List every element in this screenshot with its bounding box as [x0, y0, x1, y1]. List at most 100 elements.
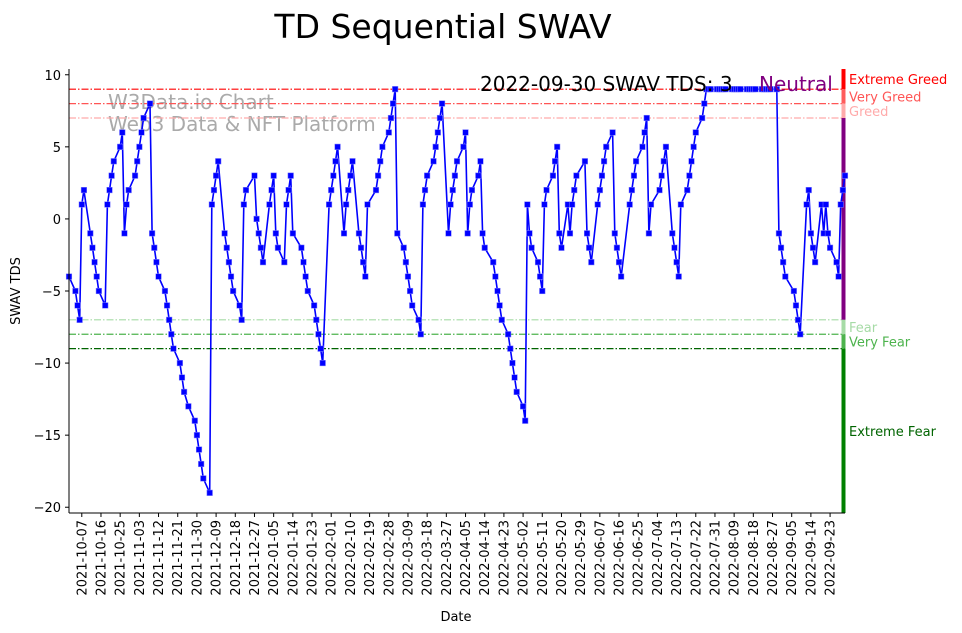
data-point-marker	[803, 201, 810, 208]
data-point-marker	[394, 230, 401, 237]
tds-series	[65, 86, 849, 496]
data-point-marker	[498, 316, 505, 323]
data-point-marker	[138, 129, 145, 136]
data-point-marker	[151, 244, 158, 251]
data-point-marker	[91, 259, 98, 266]
data-point-marker	[372, 187, 380, 194]
data-point-marker	[767, 86, 774, 93]
data-point-marker	[161, 287, 168, 295]
data-point-marker	[773, 86, 780, 93]
data-point-marker	[176, 360, 183, 367]
data-point-marker	[541, 201, 548, 208]
data-point-marker	[658, 172, 665, 179]
data-point-marker	[462, 129, 469, 136]
data-point-marker	[298, 244, 305, 251]
data-point-marker	[149, 230, 156, 237]
data-point-marker	[343, 201, 350, 208]
data-point-marker	[285, 187, 292, 194]
data-point-marker	[345, 187, 352, 194]
data-point-marker	[132, 172, 139, 179]
x-tick-label: 2021-10-07	[75, 520, 90, 596]
x-tick-label: 2022-09-14	[804, 520, 819, 596]
x-tick-label: 2022-09-05	[785, 520, 800, 596]
data-point-marker	[340, 230, 348, 237]
data-point-marker	[379, 143, 386, 150]
data-point-marker	[355, 230, 362, 237]
data-point-marker	[402, 259, 409, 266]
data-point-marker	[792, 302, 800, 309]
data-point-marker	[827, 244, 834, 251]
data-point-marker	[690, 143, 697, 150]
data-point-marker	[539, 287, 546, 295]
data-point-marker	[121, 230, 128, 237]
data-point-marker	[571, 187, 578, 194]
data-point-marker	[313, 316, 320, 323]
x-tick-label: 2022-05-29	[574, 520, 589, 596]
x-tick-label: 2022-03-09	[401, 520, 416, 596]
data-point-marker	[837, 201, 844, 208]
data-point-marker	[89, 244, 96, 251]
data-point-marker	[259, 259, 267, 266]
data-point-marker	[688, 158, 695, 165]
data-point-marker	[466, 201, 473, 208]
x-tick-label: 2022-08-27	[766, 520, 781, 596]
data-point-marker	[315, 331, 322, 338]
data-point-marker	[153, 259, 160, 266]
data-point-marker	[835, 273, 842, 280]
data-point-marker	[569, 201, 576, 208]
data-point-marker	[528, 244, 535, 251]
data-point-marker	[146, 100, 154, 107]
data-point-marker	[775, 230, 782, 237]
data-point-marker	[479, 230, 486, 237]
sentiment-band-segment	[841, 334, 846, 349]
y-tick-label: 10	[44, 69, 61, 84]
x-tick-label: 2022-04-14	[478, 520, 493, 596]
y-tick-label: 5	[53, 141, 61, 156]
data-point-marker	[140, 114, 147, 122]
data-point-marker	[108, 172, 115, 179]
x-tick-label: 2021-12-18	[229, 520, 244, 596]
data-point-marker	[206, 489, 213, 496]
data-point-marker	[447, 201, 454, 208]
data-point-marker	[534, 259, 542, 266]
data-point-marker	[583, 230, 591, 237]
x-axis-label: Date	[440, 610, 471, 625]
y-tick-label: −15	[34, 429, 61, 444]
data-point-marker	[102, 302, 109, 309]
data-point-marker	[524, 201, 531, 208]
data-point-marker	[230, 287, 237, 295]
data-point-marker	[588, 259, 595, 266]
x-tick-label: 2022-08-18	[747, 520, 762, 596]
series-line	[68, 88, 846, 494]
data-point-marker	[74, 302, 81, 309]
x-tick-label: 2021-11-30	[190, 520, 205, 596]
data-point-marker	[722, 86, 729, 93]
data-point-marker	[76, 316, 83, 323]
data-point-marker	[200, 475, 207, 482]
latest-value-annotation: 2022-09-30 SWAV TDS: 3	[480, 72, 733, 96]
data-point-marker	[257, 244, 264, 251]
x-tick-label: 2021-11-12	[152, 520, 167, 596]
data-point-marker	[125, 187, 132, 194]
data-point-marker	[839, 187, 846, 194]
data-point-marker	[155, 273, 162, 280]
sentiment-status: Neutral	[759, 72, 833, 96]
x-tick-label: 2022-08-09	[728, 520, 743, 596]
x-tick-label: 2022-03-27	[440, 520, 455, 596]
data-point-marker	[586, 244, 593, 251]
data-point-marker	[573, 172, 580, 179]
data-point-marker	[596, 187, 603, 194]
data-point-marker	[242, 187, 249, 194]
y-tick-label: −10	[34, 357, 61, 372]
data-point-marker	[505, 331, 512, 338]
data-point-marker	[110, 158, 117, 165]
data-point-marker	[347, 172, 354, 179]
x-tick-label: 2022-09-23	[824, 520, 839, 596]
data-point-marker	[181, 388, 188, 395]
data-point-marker	[334, 143, 341, 150]
watermark-line-1: W3Data.io Chart	[108, 90, 274, 114]
data-point-marker	[615, 259, 623, 266]
data-point-marker	[809, 244, 817, 251]
data-point-marker	[223, 244, 230, 251]
